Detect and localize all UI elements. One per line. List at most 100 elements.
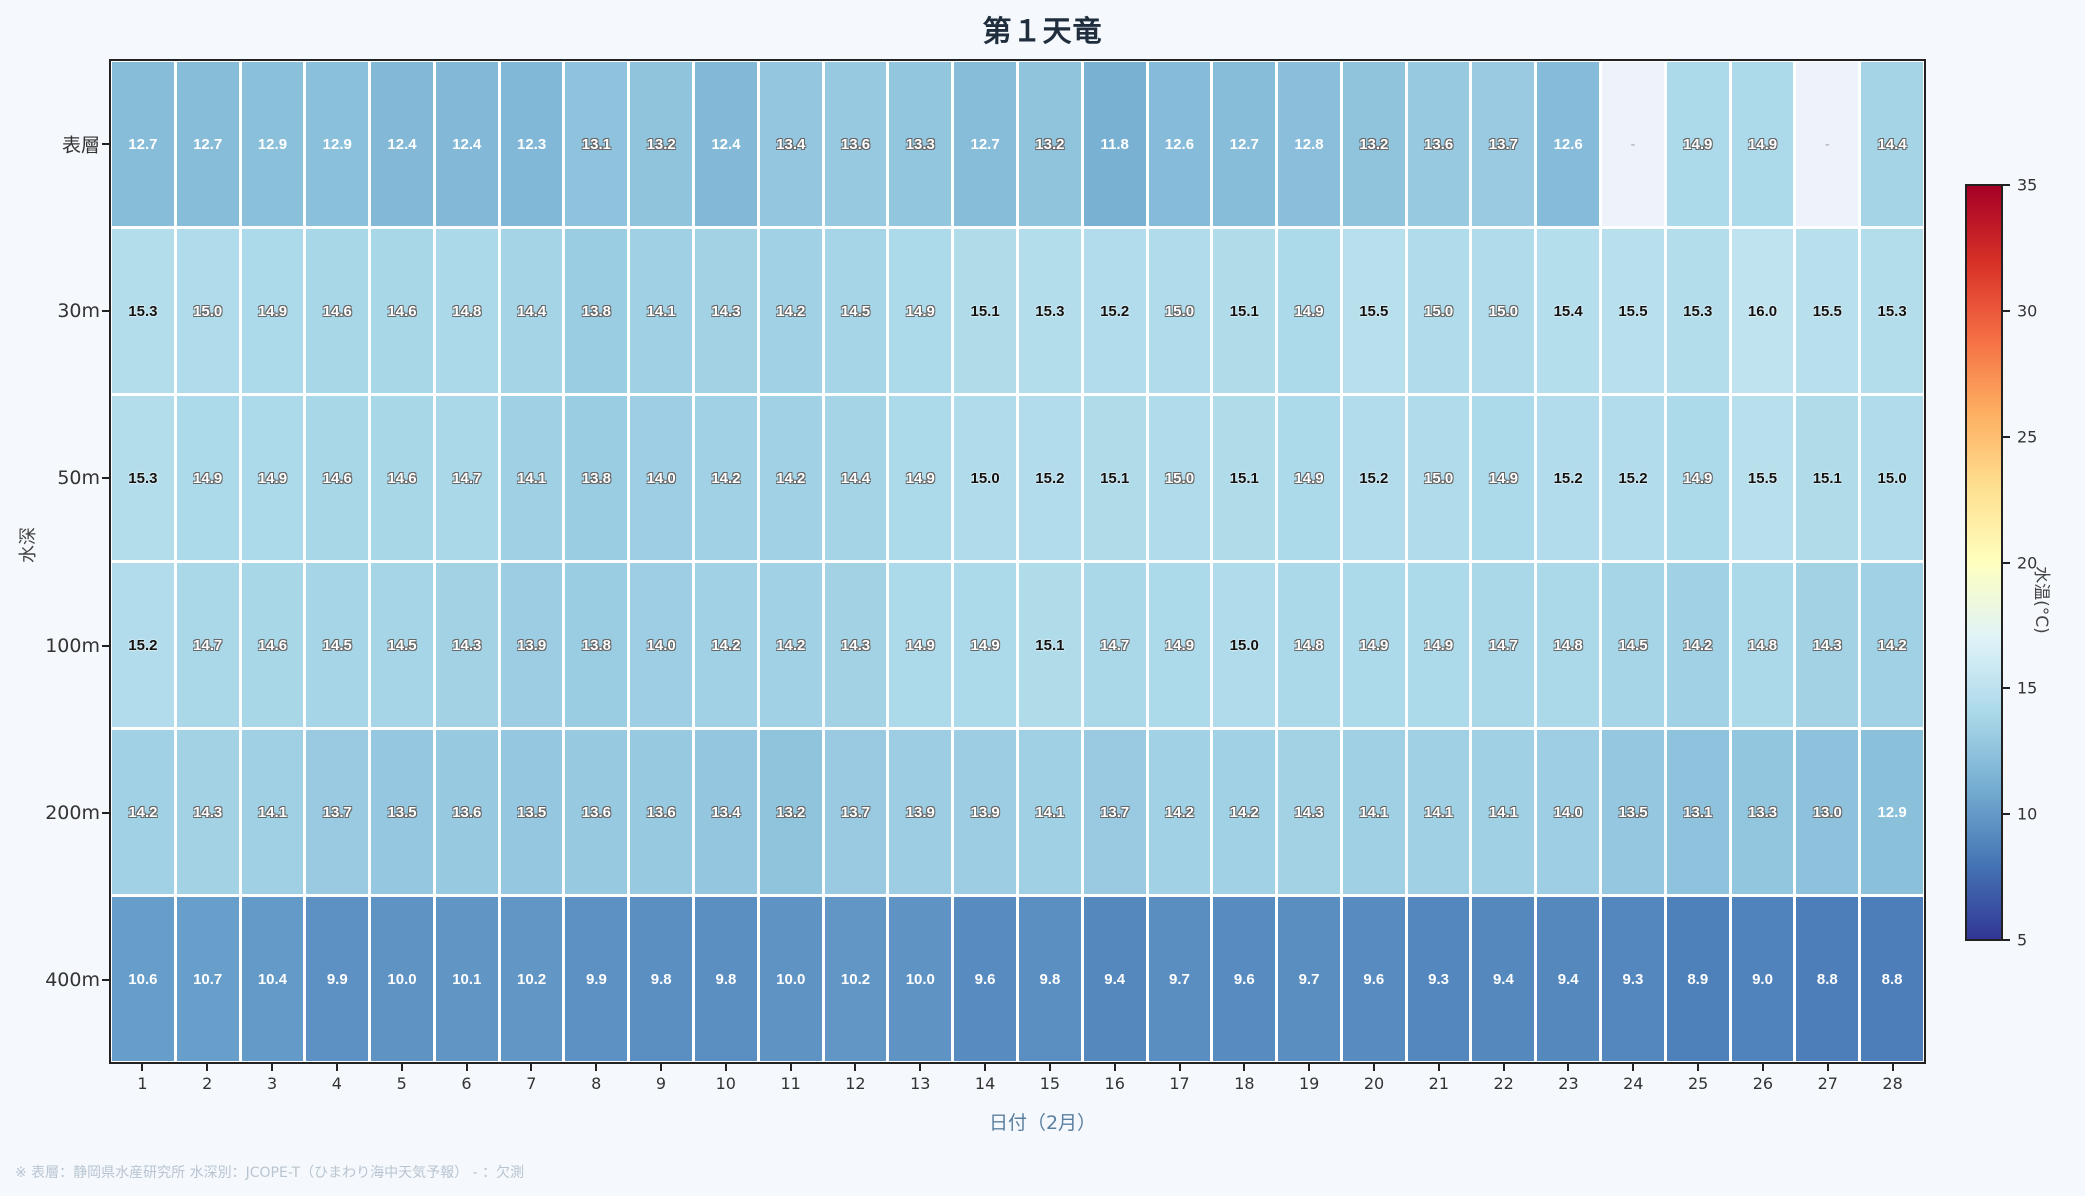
x-tick-label: 15: [1039, 1074, 1061, 1093]
heatmap-cell: 10.4: [241, 897, 304, 1061]
heatmap-cell: 13.5: [371, 730, 433, 894]
x-tick-label: 13: [910, 1074, 931, 1093]
heatmap-cell: 10.7: [176, 897, 239, 1061]
heatmap-cell: 8.9: [1666, 897, 1729, 1061]
heatmap-cell: 12.7: [112, 62, 174, 226]
heatmap-cell: 14.6: [371, 396, 433, 560]
heatmap-cell: 12.7: [176, 62, 239, 226]
heatmap-cell: 13.6: [630, 730, 693, 894]
y-tick-mark: [102, 477, 109, 480]
heatmap-cell: 13.2: [1018, 62, 1081, 226]
x-tick-mark: [335, 1064, 338, 1071]
heatmap-cell: 12.4: [695, 62, 757, 226]
heatmap-cell: 14.1: [1407, 730, 1470, 894]
heatmap-cell: 13.9: [954, 730, 1016, 894]
x-tick-mark: [1437, 1064, 1440, 1071]
heatmap-cell: 9.4: [1537, 897, 1600, 1061]
heatmap-cell: 15.0: [1148, 229, 1211, 393]
heatmap-cell: 10.0: [759, 897, 822, 1061]
heatmap-cell: 14.0: [1537, 730, 1600, 894]
heatmap-cell: 10.0: [371, 897, 433, 1061]
heatmap-cell: 15.5: [1731, 396, 1794, 560]
x-tick-label: 5: [396, 1074, 407, 1093]
x-tick-mark: [1826, 1064, 1829, 1071]
heatmap-cell: 14.8: [1537, 563, 1600, 727]
heatmap-cell: 14.0: [630, 563, 693, 727]
heatmap-cell: 14.8: [435, 229, 498, 393]
heatmap-cell: 13.8: [565, 396, 628, 560]
x-tick-label: 12: [845, 1074, 866, 1093]
y-tick-mark: [102, 812, 109, 814]
y-tick-mark: [102, 644, 109, 647]
heatmap-cell: 13.2: [759, 730, 822, 894]
heatmap-cell: 9.0: [1731, 897, 1794, 1061]
colorbar-tick-label: 30: [2017, 301, 2038, 321]
x-tick-label: 8: [591, 1074, 602, 1093]
x-tick-label: 19: [1299, 1074, 1320, 1093]
x-tick-mark: [1178, 1064, 1181, 1071]
heatmap-cell: 14.8: [1731, 563, 1794, 727]
heatmap-cell: 14.9: [889, 229, 952, 393]
heatmap-cell: 14.9: [889, 396, 952, 560]
heatmap-cell: 13.7: [306, 730, 369, 894]
heatmap-cell: 12.7: [1213, 62, 1276, 226]
heatmap-cell: 15.2: [112, 563, 174, 727]
heatmap-cell: 15.1: [1213, 229, 1276, 393]
heatmap-cell: 9.9: [565, 897, 628, 1061]
heatmap-cell: 14.1: [1472, 730, 1535, 894]
heatmap-cell: 13.7: [1083, 730, 1146, 894]
heatmap-cell: 14.7: [176, 563, 239, 727]
y-tick-label: 400m: [45, 969, 100, 992]
heatmap-cell: 14.2: [759, 563, 822, 727]
colorbar-tick-label: 25: [2017, 427, 2038, 447]
heatmap-cell: 12.4: [371, 62, 433, 226]
x-tick-label: 21: [1428, 1074, 1449, 1093]
heatmap-cell: 14.9: [241, 229, 304, 393]
heatmap-cell: 12.9: [241, 62, 304, 226]
x-tick-label: 27: [1817, 1074, 1838, 1093]
x-tick-label: 6: [461, 1074, 472, 1093]
heatmap-cell: 14.2: [695, 563, 757, 727]
x-tick-label: 3: [266, 1074, 278, 1093]
heatmap-cell: 15.1: [1018, 563, 1081, 727]
x-tick-mark: [400, 1064, 403, 1071]
heatmap-cell: 14.4: [824, 396, 887, 560]
heatmap-cell: 13.3: [889, 62, 952, 226]
heatmap-cell: 14.9: [954, 563, 1016, 727]
colorbar-tick-mark: [2003, 561, 2010, 564]
x-tick-mark: [1632, 1064, 1635, 1071]
heatmap-cell: 14.7: [435, 396, 498, 560]
heatmap-cell: 13.5: [500, 730, 563, 894]
heatmap-cell: 13.3: [1731, 730, 1794, 894]
heatmap-cell: 12.6: [1148, 62, 1211, 226]
x-tick-label: 10: [715, 1074, 736, 1093]
x-tick-mark: [1113, 1064, 1116, 1071]
heatmap-cell: 15.1: [1083, 396, 1146, 560]
heatmap-cell: 9.8: [630, 897, 693, 1061]
x-tick-label: 22: [1493, 1074, 1514, 1093]
heatmap-cell: 9.9: [306, 897, 369, 1061]
heatmap-cell: 9.6: [1342, 897, 1405, 1061]
heatmap-cell: 15.5: [1602, 229, 1664, 393]
heatmap-cell: 14.2: [112, 730, 174, 894]
heatmap-cell: 13.4: [759, 62, 822, 226]
heatmap-cell: 14.3: [1278, 730, 1340, 894]
x-tick-mark: [724, 1064, 727, 1071]
colorbar-label: 水温(°C): [2031, 566, 2051, 634]
y-tick-label: 50m: [57, 467, 100, 490]
heatmap-cell: 15.2: [1083, 229, 1146, 393]
heatmap-cell: 13.6: [824, 62, 887, 226]
heatmap-cell: 14.7: [1472, 563, 1535, 727]
heatmap-cell: 15.0: [1861, 396, 1923, 560]
heatmap-cell: 9.6: [1213, 897, 1276, 1061]
heatmap-cell: 12.6: [1537, 62, 1600, 226]
heatmap-cell: 9.4: [1472, 897, 1535, 1061]
heatmap-cell: 14.4: [500, 229, 563, 393]
heatmap-cell: 14.1: [630, 229, 693, 393]
heatmap-cell: 14.9: [241, 396, 304, 560]
heatmap-cell: 13.9: [500, 563, 563, 727]
heatmap-cell: 15.1: [1796, 396, 1859, 560]
heatmap-cell: 14.9: [1148, 563, 1211, 727]
heatmap-cell: 13.9: [889, 730, 952, 894]
y-tick-mark: [102, 979, 109, 982]
